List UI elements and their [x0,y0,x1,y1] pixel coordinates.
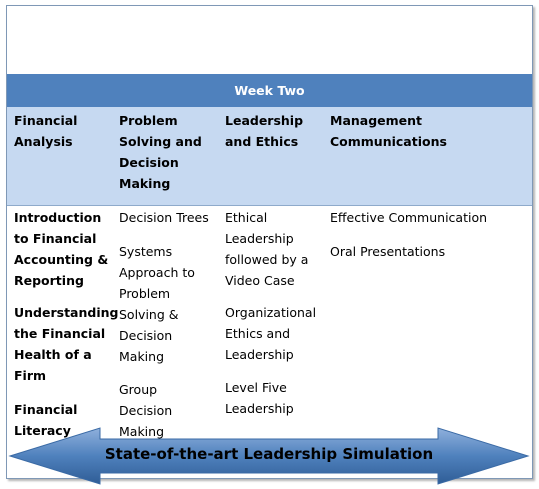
header-line: Problem [119,113,178,128]
topic-line: Decision [119,328,173,343]
topic-line: Solving & [119,307,179,322]
column-header-management-communications: Management Communications [330,110,530,152]
topic-line: Reporting [14,273,84,288]
column-header-financial-analysis: Financial Analysis [14,110,116,152]
header-line: Leadership [225,113,304,128]
topic-line: Leadership [225,347,294,362]
topic-line: Leadership [225,401,294,416]
topic-financial-literacy: Financial Literacy [14,399,116,441]
week-title: Week Two [7,74,532,107]
topic-line: Group [119,382,158,397]
simulation-banner: State-of-the-art Leadership Simulation [8,427,530,487]
topic-list-problem-solving: Decision Trees Systems Approach to Probl… [119,207,219,442]
topic-line: Video Case [225,273,295,288]
topic-line: Literacy [14,423,71,438]
header-line: Financial [14,113,78,128]
column-header-leadership-ethics: Leadership and Ethics [225,110,325,152]
column-header-problem-solving: Problem Solving and Decision Making [119,110,219,194]
topic-line: Accounting & [14,252,109,267]
topic-line: Understanding [14,305,119,320]
topic-line: Financial [14,402,78,417]
topic-organizational-ethics: Organizational Ethics and Leadership [225,302,325,365]
topic-oral-presentations: Oral Presentations [330,241,530,262]
topic-line: Organizational [225,305,317,320]
topic-systems-approach: Systems Approach to Problem Solving & De… [119,241,219,367]
topic-list-leadership-ethics: Ethical Leadership followed by a Video C… [225,207,325,419]
topic-line: Making [119,349,165,364]
topic-line: followed by a [225,252,309,267]
topic-list-management-communications: Effective Communication Oral Presentatio… [330,207,530,262]
topic-line: Health of a [14,347,92,362]
topic-line: Level Five [225,380,287,395]
topic-intro-financial-accounting: Introduction to Financial Accounting & R… [14,207,116,291]
column-header-band [7,107,532,206]
topic-line: Firm [14,368,47,383]
topic-line: to Financial [14,231,97,246]
topic-line: Approach to [119,265,195,280]
topic-level-five-leadership: Level Five Leadership [225,377,325,419]
header-line: Making [119,176,171,191]
topic-decision-trees: Decision Trees [119,207,219,228]
header-line: Management Communications [330,113,447,149]
topic-effective-communication: Effective Communication [330,207,530,228]
topic-financial-health: Understanding the Financial Health of a … [14,302,119,386]
double-arrow-icon [8,427,530,485]
topic-line: Introduction [14,210,102,225]
header-line: and Ethics [225,134,299,149]
topic-line: the Financial [14,326,106,341]
header-line: Decision [119,155,179,170]
topic-line: Effective Communication [330,210,488,225]
topic-line: Oral Presentations [330,244,446,259]
simulation-banner-label: State-of-the-art Leadership Simulation [104,445,434,463]
topic-group-decision-making: Group Decision Making [119,379,219,442]
topic-line: Problem [119,286,171,301]
topic-line: Making [119,424,165,439]
topic-line: Ethical [225,210,268,225]
topic-list-financial-analysis: Introduction to Financial Accounting & R… [14,207,119,441]
topic-line: Systems [119,244,173,259]
header-line: Analysis [14,134,73,149]
topic-line: Ethics and [225,326,291,341]
topic-ethical-leadership: Ethical Leadership followed by a Video C… [225,207,325,291]
topic-line: Leadership [225,231,294,246]
header-line: Solving and [119,134,202,149]
topic-line: Decision [119,403,173,418]
topic-line: Decision Trees [119,210,209,225]
